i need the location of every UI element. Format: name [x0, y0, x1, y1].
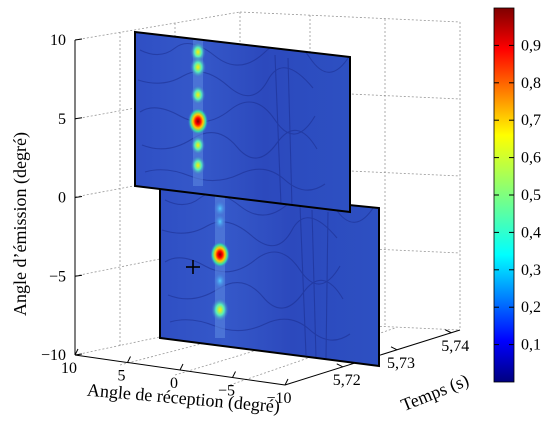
reception-tick-mark	[179, 363, 184, 371]
emission-tick-label: 5	[58, 111, 66, 128]
colorbar-tick-label: 0,9	[521, 37, 541, 54]
time-tick-label: 5,73	[387, 355, 415, 372]
reception-tick-label: 0	[170, 375, 178, 392]
reception-tick-label: 10	[61, 360, 77, 377]
time-tick-label: 5,74	[441, 338, 469, 355]
emission-axis-label: Angle d’émission (degré)	[10, 132, 31, 316]
reception-tick-mark	[232, 371, 236, 378]
colorbar: 0,1 0,2 0,3 0,4 0,5 0,6 0,7 0,8 0,9	[493, 7, 541, 383]
emission-tick-mark	[74, 353, 83, 356]
colorbar-tick-label: 0,3	[521, 262, 541, 279]
emission-tick-label: −10	[41, 347, 66, 364]
peak	[190, 135, 206, 155]
emission-tick-mark	[74, 38, 83, 41]
emission-ticks: −10 −5 0 5 10	[41, 32, 83, 364]
emission-tick-label: 0	[58, 190, 66, 207]
time-tick-mark	[390, 346, 398, 351]
time-tick-mark	[336, 363, 343, 368]
reception-tick-label: −10	[266, 390, 291, 407]
colorbar-tick-label: 0,8	[521, 75, 541, 92]
colorbar-tick-label: 0,1	[521, 337, 541, 354]
peak	[190, 41, 206, 63]
peak	[213, 272, 227, 290]
colorbar-tick-label: 0,6	[521, 150, 541, 167]
peak	[213, 199, 227, 218]
reception-tick-label: 5	[118, 368, 126, 385]
colorbar-tick-label: 0,7	[521, 112, 541, 129]
colorbar-tick-label: 0,4	[521, 224, 541, 241]
slice-upper	[134, 30, 351, 214]
emission-tick-mark	[74, 196, 83, 198]
colorbar-tick-label: 0,5	[521, 187, 541, 204]
time-ticks: 5,72 5,73 5,74	[333, 329, 469, 389]
time-tick-label: 5,72	[333, 372, 361, 389]
reception-ticks: 10 5 0 −5 −10	[61, 348, 292, 407]
peak	[211, 297, 229, 322]
reception-tick-mark	[284, 378, 289, 386]
peak	[189, 56, 207, 78]
reception-tick-mark	[127, 356, 131, 363]
emission-tick-mark	[74, 117, 83, 120]
emission-tick-label: 10	[50, 32, 66, 49]
reception-tick-mark	[74, 348, 79, 356]
peak	[187, 107, 209, 135]
peak	[213, 213, 227, 231]
slice-lower	[159, 184, 380, 368]
emission-tick-label: −5	[49, 268, 66, 285]
peak	[190, 155, 206, 176]
time-axis-label: Temps (s)	[398, 370, 472, 416]
reception-tick-label: −5	[218, 383, 235, 400]
peak	[190, 84, 206, 105]
emission-tick-mark	[74, 274, 83, 277]
cross-marker	[186, 260, 200, 274]
reception-axis-label: Angle de réception (degré)	[86, 380, 281, 418]
colorbar-tick-label: 0,2	[521, 299, 541, 316]
peak	[210, 241, 230, 268]
time-tick-mark	[445, 329, 452, 334]
